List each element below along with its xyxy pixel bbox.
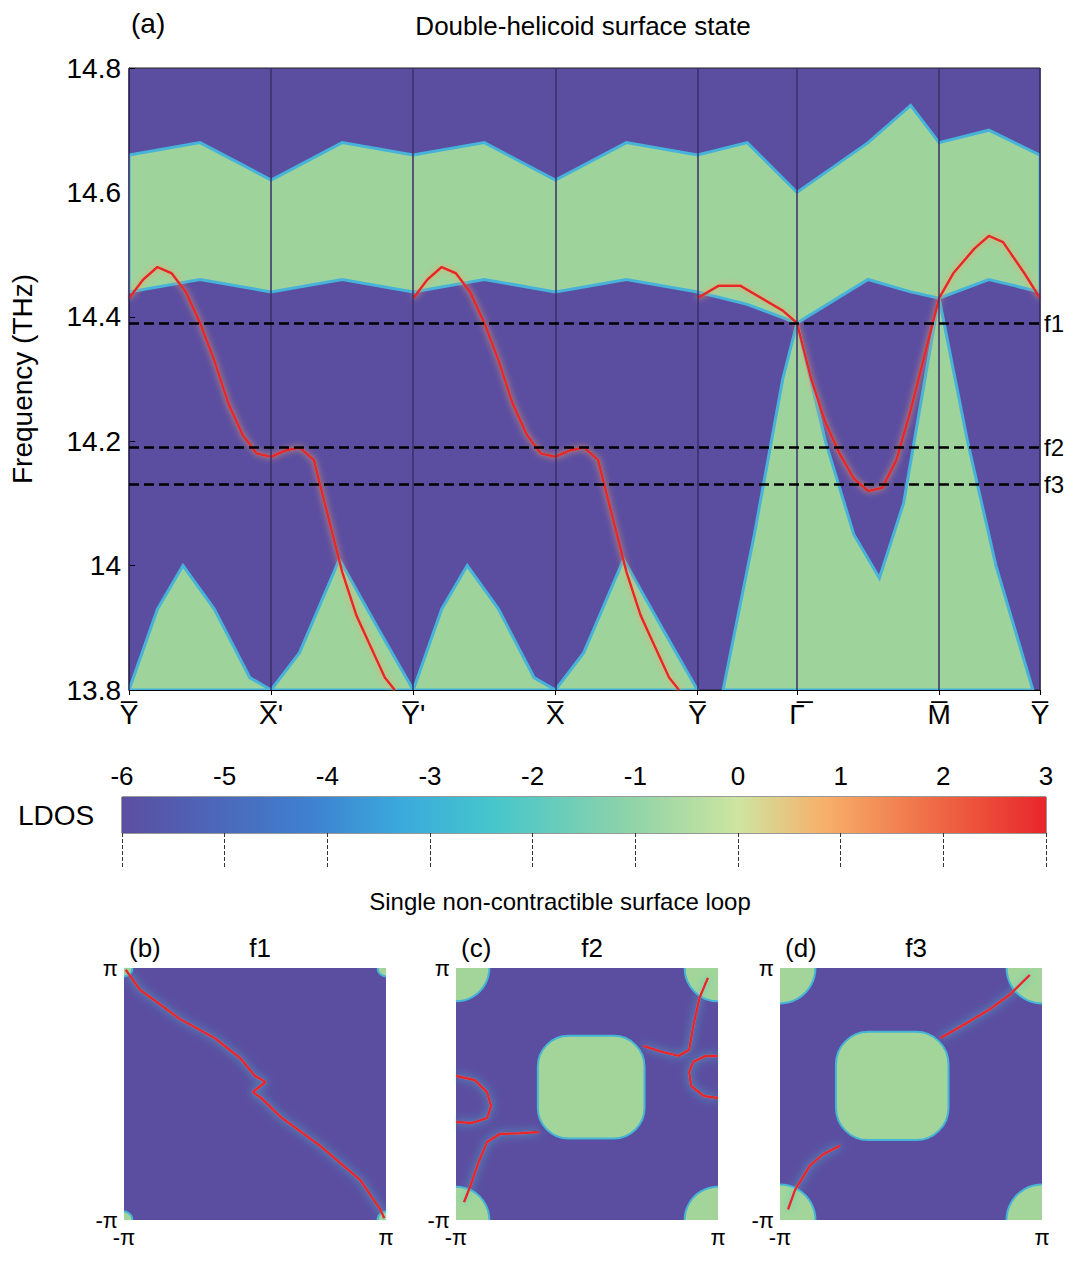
svg-text:(a): (a) (131, 8, 165, 39)
svg-text:π: π (435, 956, 450, 981)
svg-text:π: π (103, 956, 118, 981)
svg-text:M̅: M̅ (927, 699, 950, 730)
svg-text:f3: f3 (1044, 471, 1064, 498)
svg-text:π: π (759, 956, 774, 981)
svg-text:Double-helicoid surface state: Double-helicoid surface state (415, 11, 750, 41)
svg-text:f1: f1 (249, 933, 271, 963)
svg-text:-6: -6 (110, 761, 133, 791)
svg-text:-5: -5 (213, 761, 236, 791)
svg-text:13.8: 13.8 (67, 675, 122, 706)
svg-text:(d): (d) (785, 933, 817, 963)
svg-text:f3: f3 (905, 933, 927, 963)
svg-text:14.8: 14.8 (67, 53, 122, 84)
svg-text:π: π (378, 1225, 393, 1250)
svg-text:-4: -4 (316, 761, 339, 791)
svg-text:-π: -π (751, 1207, 774, 1233)
svg-text:14.2: 14.2 (67, 426, 122, 457)
svg-text:Y̅: Y̅ (688, 699, 707, 730)
svg-text:(b): (b) (129, 933, 161, 963)
svg-text:f2: f2 (581, 933, 603, 963)
svg-text:-2: -2 (521, 761, 544, 791)
svg-text:LDOS: LDOS (18, 800, 94, 831)
svg-text:1: 1 (833, 761, 847, 791)
svg-text:3: 3 (1039, 761, 1053, 791)
svg-text:Y̅: Y̅ (120, 699, 139, 730)
svg-text:(c): (c) (461, 933, 491, 963)
svg-text:π: π (710, 1225, 725, 1250)
svg-text:-3: -3 (418, 761, 441, 791)
svg-text:14: 14 (90, 550, 121, 581)
svg-text:Y̅': Y̅' (401, 699, 425, 730)
svg-text:X̅: X̅ (546, 699, 565, 730)
svg-text:Γ̅: Γ̅ (789, 699, 813, 730)
svg-text:f1: f1 (1044, 310, 1064, 337)
svg-text:X̅': X̅' (259, 699, 283, 730)
svg-text:-π: -π (445, 1225, 468, 1250)
svg-text:-π: -π (769, 1225, 792, 1250)
svg-text:f2: f2 (1044, 434, 1064, 461)
svg-text:Y̅: Y̅ (1031, 699, 1050, 730)
svg-text:0: 0 (731, 761, 745, 791)
svg-text:Single non-contractible surfac: Single non-contractible surface loop (369, 888, 751, 915)
svg-text:14.4: 14.4 (67, 301, 122, 332)
svg-text:-1: -1 (624, 761, 647, 791)
svg-text:Frequency (THz): Frequency (THz) (7, 274, 38, 484)
svg-text:π: π (1034, 1225, 1049, 1250)
svg-text:14.6: 14.6 (67, 177, 122, 208)
svg-text:2: 2 (936, 761, 950, 791)
svg-text:-π: -π (95, 1207, 118, 1233)
svg-text:-π: -π (427, 1207, 450, 1233)
svg-text:-π: -π (113, 1225, 136, 1250)
